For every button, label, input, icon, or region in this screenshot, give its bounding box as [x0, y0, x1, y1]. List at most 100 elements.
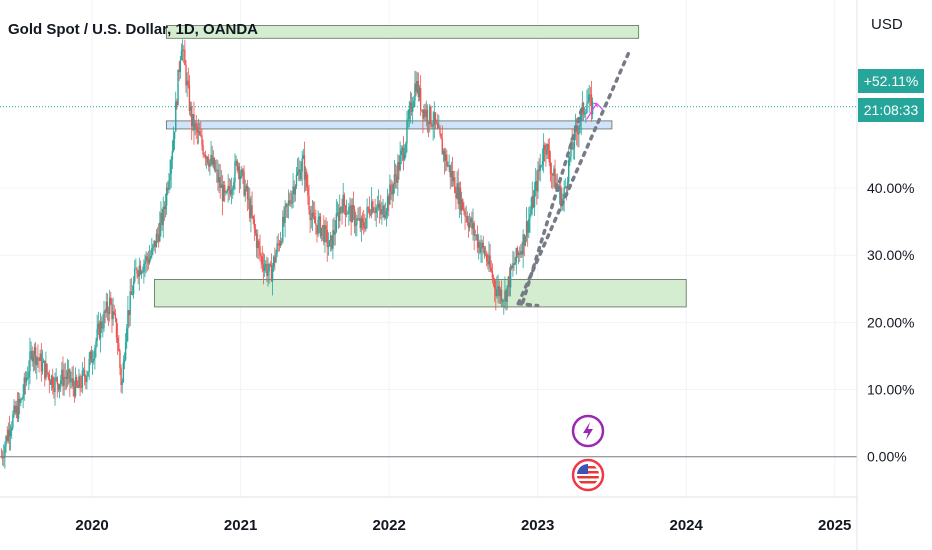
candle-body	[148, 257, 151, 264]
candle-body	[339, 207, 341, 221]
candle-body	[545, 150, 547, 155]
candle-body	[115, 318, 118, 338]
candle-body	[277, 243, 279, 245]
candle-body	[522, 234, 524, 255]
candle-body	[470, 218, 472, 223]
candle-body	[196, 127, 199, 133]
candle-body	[185, 65, 187, 86]
candle-body	[464, 211, 466, 217]
candle-body	[541, 161, 544, 165]
candle-body	[170, 159, 172, 174]
candle-body	[24, 377, 27, 383]
candle-body	[212, 158, 215, 165]
candle-body	[247, 198, 250, 200]
candle-body	[86, 376, 88, 382]
us-flag-icon[interactable]	[571, 458, 605, 492]
candle-body	[349, 205, 351, 208]
candle-body	[116, 337, 119, 344]
candle-body	[194, 123, 196, 131]
candle-body	[75, 377, 78, 386]
candle-body	[452, 177, 455, 182]
candle-body	[173, 131, 176, 139]
candle-body	[312, 212, 315, 217]
candle-body	[102, 327, 104, 329]
candle-body	[303, 155, 306, 180]
candle-body	[291, 193, 293, 204]
candle-body	[61, 369, 63, 381]
candle-body	[368, 208, 371, 215]
candle-body	[392, 184, 394, 195]
candle-body	[366, 207, 368, 219]
candle-body	[298, 169, 300, 172]
candle-body	[208, 162, 210, 167]
trendline	[516, 48, 632, 306]
candle-body	[101, 321, 103, 329]
candle-body	[162, 206, 164, 226]
candle-body	[384, 215, 387, 218]
candle-body	[532, 195, 535, 208]
candle-body	[474, 235, 477, 237]
candle-body	[129, 291, 131, 316]
lightning-icon[interactable]	[571, 414, 605, 448]
candle-body	[514, 262, 516, 265]
candle-body	[95, 341, 97, 349]
candle-body	[478, 242, 480, 248]
candle-body	[227, 185, 229, 191]
candle-body	[284, 207, 286, 223]
candle-body	[147, 259, 150, 264]
candle-body	[519, 252, 521, 255]
candle-body	[47, 372, 49, 375]
candle-body	[93, 358, 95, 361]
candle-body	[214, 169, 217, 171]
candle-body	[493, 279, 496, 289]
candle-body	[161, 213, 163, 226]
candle-body	[77, 385, 79, 388]
candle-body	[118, 343, 120, 352]
candle-body	[17, 399, 20, 419]
candle-body	[235, 160, 237, 162]
candle-body	[566, 182, 569, 189]
candle-body	[438, 127, 440, 129]
candle-body	[114, 314, 117, 319]
candle-body	[252, 215, 254, 220]
candle-body	[476, 235, 479, 248]
candle-body	[239, 176, 242, 180]
candle-body	[374, 211, 376, 214]
candle-body	[22, 394, 24, 399]
candle-body	[131, 294, 134, 296]
candle-body	[81, 370, 84, 388]
candle-body	[265, 263, 267, 267]
candle-body	[425, 109, 428, 117]
candle-body	[342, 194, 344, 213]
candle-body	[400, 150, 402, 155]
price-zones	[154, 25, 687, 308]
candle-body	[455, 193, 457, 199]
candle-body	[427, 122, 430, 125]
candle-body	[462, 199, 464, 210]
candle-body	[217, 169, 219, 183]
candle-body	[521, 250, 523, 255]
candle-body	[159, 222, 161, 242]
candle-body	[154, 240, 156, 248]
candle-body	[206, 157, 209, 163]
candle-body	[550, 173, 553, 175]
candle-body	[460, 199, 463, 211]
candle-body	[414, 83, 416, 101]
candle-body	[508, 276, 511, 288]
candle-body	[275, 253, 277, 263]
candle-body	[378, 203, 381, 210]
candle-body	[471, 218, 473, 229]
candle-body	[89, 351, 92, 359]
candle-body	[13, 405, 15, 415]
candle-body	[149, 256, 152, 258]
candle-body	[382, 205, 384, 211]
candle-body	[262, 264, 265, 271]
candle-body	[381, 210, 383, 215]
candle-body	[249, 198, 251, 219]
candle-body	[585, 112, 587, 114]
candle-body	[246, 185, 249, 200]
candle-body	[415, 83, 417, 92]
candle-body	[28, 371, 30, 378]
candle-body	[45, 364, 47, 379]
